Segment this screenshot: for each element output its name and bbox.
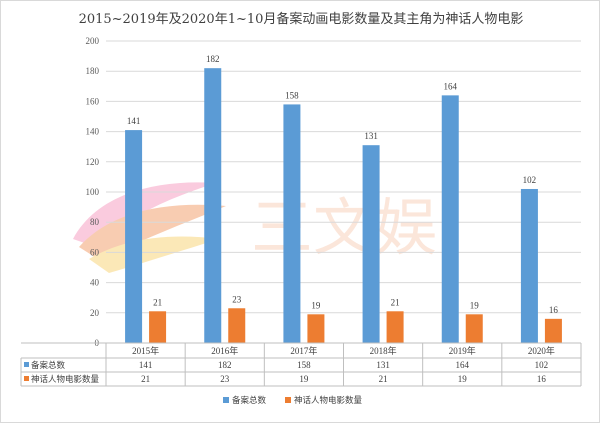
y-tick-label: 160 — [86, 96, 100, 106]
bar-series-1 — [204, 68, 222, 344]
x-tick-label: 2017年 — [290, 345, 317, 356]
table-cell-value: 141 — [139, 360, 153, 370]
bar-data-label: 19 — [470, 300, 480, 310]
y-tick-label: 140 — [86, 127, 100, 137]
table-cell-value: 102 — [535, 360, 549, 370]
bar-data-label: 16 — [549, 305, 559, 315]
bars: 141 182 158 131 164 102 21 23 19 21 19 16 — [125, 54, 562, 344]
x-tick-label: 2018年 — [370, 345, 397, 356]
bar-series-2 — [544, 318, 562, 343]
chart-title: 2015~2019年及2020年1~10月备案动画电影数量及其主角为神话人物电影 — [79, 11, 524, 27]
legend-label-series-1: 备案总数 — [232, 395, 267, 406]
x-tick-label: 2015年 — [132, 345, 159, 356]
bar-series-1 — [441, 95, 459, 343]
bar-series-2 — [228, 308, 246, 343]
x-tick-label: 2019年 — [449, 345, 476, 356]
table-series-name: 神话人物电影数量 — [31, 374, 100, 385]
table-series-name: 备案总数 — [31, 360, 66, 371]
y-tick-label: 100 — [86, 187, 100, 197]
table-cell-value: 23 — [220, 374, 230, 384]
bar-data-label: 141 — [127, 116, 141, 126]
legend-swatch-series-2 — [285, 397, 291, 403]
legend-label-series-2: 神话人物电影数量 — [294, 395, 363, 406]
table-cell-value: 182 — [218, 360, 232, 370]
bar-series-2 — [386, 311, 404, 343]
bar-data-label: 131 — [364, 131, 378, 141]
table-cell-value: 19 — [299, 374, 309, 384]
bar-data-label: 19 — [311, 300, 321, 310]
table-legend-swatch — [24, 376, 29, 381]
table-cell-value: 158 — [297, 360, 311, 370]
bar-series-1 — [125, 130, 143, 343]
y-tick-label: 200 — [86, 36, 100, 46]
y-tick-label: 40 — [90, 278, 100, 288]
bar-series-1 — [520, 188, 538, 343]
table-cell-value: 21 — [379, 374, 388, 384]
bar-series-1 — [283, 104, 301, 343]
bar-series-2 — [149, 311, 167, 343]
bar-series-2 — [465, 314, 483, 343]
legend: 备案总数 神话人物电影数量 — [223, 395, 363, 406]
bar-series-2 — [307, 314, 325, 343]
gridlines — [106, 40, 581, 344]
table-cell-value: 21 — [141, 374, 150, 384]
y-tick-label: 80 — [90, 217, 100, 227]
bar-data-label: 21 — [391, 297, 400, 307]
y-tick-label: 60 — [90, 247, 100, 257]
bar-series-1 — [362, 145, 380, 343]
y-tick-label: 180 — [86, 66, 100, 76]
bar-data-label: 158 — [285, 90, 299, 100]
legend-swatch-series-1 — [223, 397, 229, 403]
bar-data-label: 102 — [523, 175, 537, 185]
x-tick-label: 2016年 — [211, 345, 238, 356]
table-cell-value: 131 — [376, 360, 390, 370]
bar-data-label: 164 — [444, 81, 458, 91]
bar-data-label: 21 — [153, 297, 162, 307]
watermark-swoosh-yellow — [89, 236, 219, 273]
table-cell-value: 164 — [456, 360, 470, 370]
x-tick-label: 2020年 — [528, 345, 555, 356]
bar-data-label: 23 — [232, 294, 242, 304]
y-tick-label: 120 — [86, 157, 100, 167]
table-cell-value: 19 — [458, 374, 468, 384]
table-cell-value: 16 — [537, 374, 547, 384]
watermark-logo: 三文娱 — [73, 182, 437, 273]
y-tick-label: 20 — [90, 308, 100, 318]
watermark-text: 三文娱 — [251, 191, 437, 264]
bar-data-label: 182 — [206, 54, 220, 64]
table-legend-swatch — [24, 362, 29, 367]
